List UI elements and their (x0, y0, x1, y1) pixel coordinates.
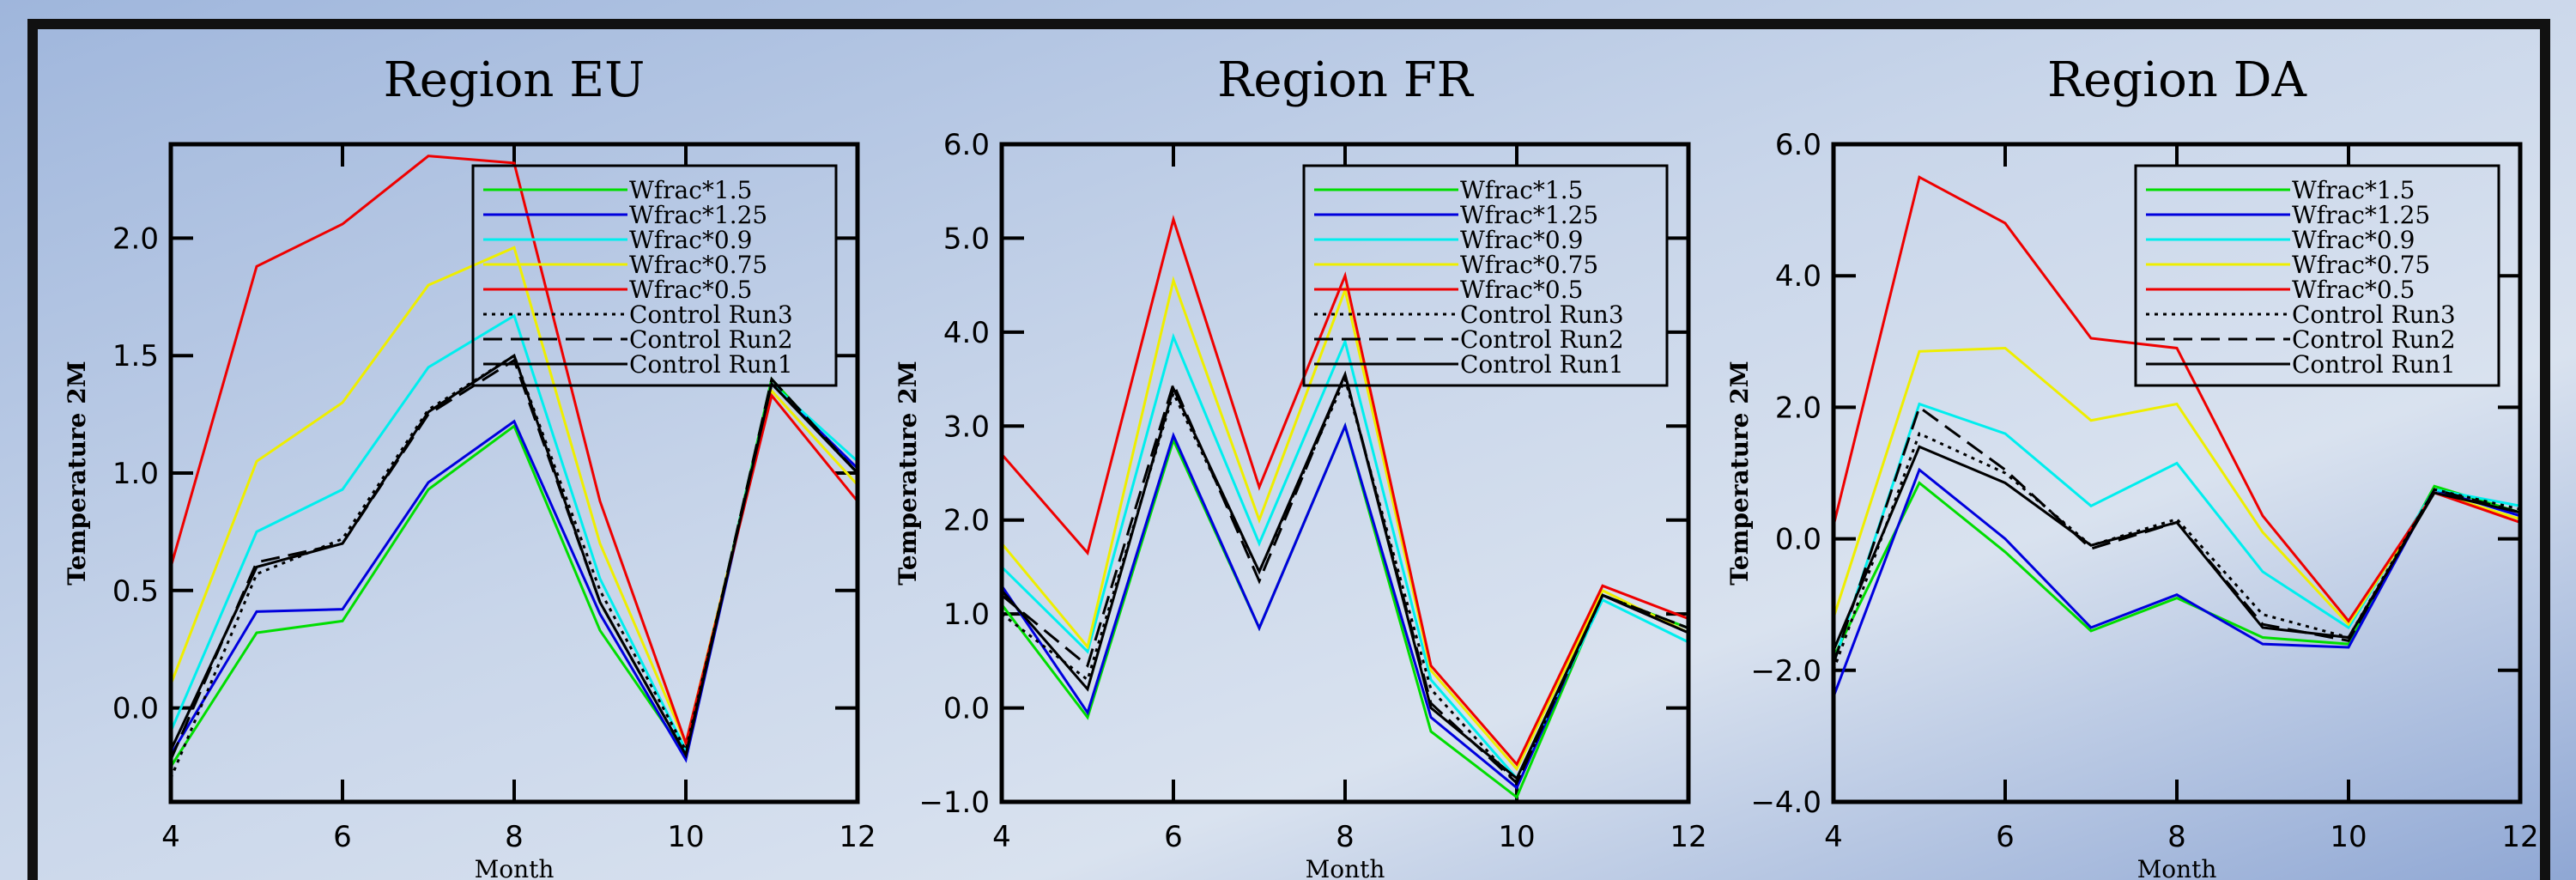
y-axis-label: Temperature 2M (63, 361, 91, 585)
y-tick-label: 5.0 (943, 222, 990, 256)
legend-label: Control Run2 (629, 325, 793, 354)
legend-label: Wfrac*0.75 (2292, 251, 2430, 279)
legend-label: Wfrac*1.25 (2292, 201, 2430, 229)
series-line (1834, 445, 2520, 652)
series-line (1002, 215, 1688, 767)
legend-label: Control Run3 (629, 300, 793, 329)
y-tick-label: 3.0 (943, 410, 990, 444)
y-tick-label: 6.0 (943, 128, 990, 162)
legend-label: Wfrac*0.75 (1460, 251, 1598, 279)
legend-label: Control Run3 (1460, 300, 1624, 329)
legend-label: Wfrac*0.9 (2292, 226, 2415, 254)
legend-label: Wfrac*1.5 (629, 176, 752, 204)
x-tick-label: 8 (505, 820, 524, 854)
y-tick-label: 4.0 (943, 316, 990, 350)
x-tick-label: 4 (992, 820, 1011, 854)
x-axis-label: Month (475, 855, 555, 880)
legend-label: Wfrac*0.5 (2292, 276, 2415, 304)
y-tick-label: 0.0 (112, 692, 159, 726)
x-tick-label: 10 (2330, 820, 2367, 854)
legend-label: Wfrac*0.5 (629, 276, 752, 304)
chart-title: Region EU (384, 52, 646, 108)
y-tick-label: 0.0 (943, 692, 990, 726)
y-tick-label: 1.0 (943, 598, 990, 632)
x-tick-label: 6 (333, 820, 352, 854)
legend: Wfrac*1.5Wfrac*1.25Wfrac*0.9Wfrac*0.75Wf… (471, 164, 838, 387)
y-axis-label: Temperature 2M (1725, 361, 1754, 585)
legend-label: Wfrac*0.9 (629, 226, 752, 254)
x-tick-label: 12 (2501, 820, 2538, 854)
legend-label: Wfrac*1.5 (2292, 176, 2415, 204)
x-tick-label: 12 (1670, 820, 1706, 854)
y-tick-label: 2.0 (1775, 391, 1821, 425)
y-axis-label: Temperature 2M (894, 361, 922, 585)
legend-label: Control Run2 (1460, 325, 1624, 354)
y-tick-label: 0.0 (1775, 523, 1821, 557)
legend-label: Wfrac*0.75 (629, 251, 767, 279)
chart: Region EU 0.0 0.5 1.0 1.5 2.0 4 6 8 10 12 Month Temp… (63, 52, 876, 880)
legend-label: Control Run1 (1460, 350, 1624, 379)
plot-frame (1831, 142, 2523, 804)
y-tick-label: 2.0 (112, 222, 159, 256)
legend: Wfrac*1.5Wfrac*1.25Wfrac*0.9Wfrac*0.75Wf… (1302, 164, 1669, 387)
legend-label: Control Run2 (2292, 325, 2456, 354)
chart: Region FR −1.0 0.0 1.0 2.0 3.0 4.0 5.0 6.0 4 6 8 10 1… (894, 52, 1707, 880)
y-tick-label: 0.5 (112, 574, 159, 609)
x-tick-label: 8 (2167, 820, 2186, 854)
x-tick-label: 12 (839, 820, 876, 854)
series-line (1834, 175, 2520, 623)
x-tick-label: 8 (1336, 820, 1355, 854)
x-axis-label: Month (2137, 855, 2217, 880)
legend-label: Wfrac*1.25 (629, 201, 767, 229)
y-tick-label: −4.0 (1750, 786, 1821, 820)
y-tick-label: −1.0 (918, 786, 990, 820)
legend: Wfrac*1.5Wfrac*1.25Wfrac*0.9Wfrac*0.75Wf… (2134, 164, 2500, 387)
frame (27, 19, 2550, 880)
chart-title: Region FR (1217, 52, 1475, 108)
y-tick-label: 2.0 (943, 504, 990, 538)
plot-frame (168, 142, 860, 804)
y-tick-label: 1.5 (112, 339, 159, 373)
legend-box (471, 164, 838, 387)
legend-label: Control Run1 (2292, 350, 2456, 379)
y-tick-label: 4.0 (1775, 259, 1821, 294)
x-tick-label: 10 (1498, 820, 1535, 854)
legend-label: Wfrac*0.5 (1460, 276, 1583, 304)
legend-label: Wfrac*1.5 (1460, 176, 1583, 204)
y-tick-label: 6.0 (1775, 128, 1821, 162)
y-tick-label: −2.0 (1750, 654, 1821, 689)
x-tick-label: 6 (1164, 820, 1183, 854)
x-tick-label: 4 (161, 820, 180, 854)
y-tick-label: 1.0 (112, 457, 159, 491)
legend-box (1302, 164, 1669, 387)
x-axis-label: Month (1306, 855, 1385, 880)
legend-label: Control Run3 (2292, 300, 2456, 329)
x-tick-label: 10 (667, 820, 704, 854)
series-line (171, 353, 858, 759)
legend-label: Control Run1 (629, 350, 793, 379)
plot-frame (999, 142, 1691, 804)
x-tick-label: 4 (1824, 820, 1843, 854)
legend-label: Wfrac*1.25 (1460, 201, 1598, 229)
legend-box (2134, 164, 2500, 387)
series-line (1002, 370, 1688, 781)
chart-title: Region DA (2047, 52, 2307, 108)
x-tick-label: 6 (1996, 820, 2015, 854)
series-line (1834, 431, 2520, 671)
legend-label: Wfrac*0.9 (1460, 226, 1583, 254)
chart: Region DA −4.0 −2.0 0.0 2.0 4.0 6.0 4 6 8 10 12 Mont… (1725, 52, 2539, 880)
